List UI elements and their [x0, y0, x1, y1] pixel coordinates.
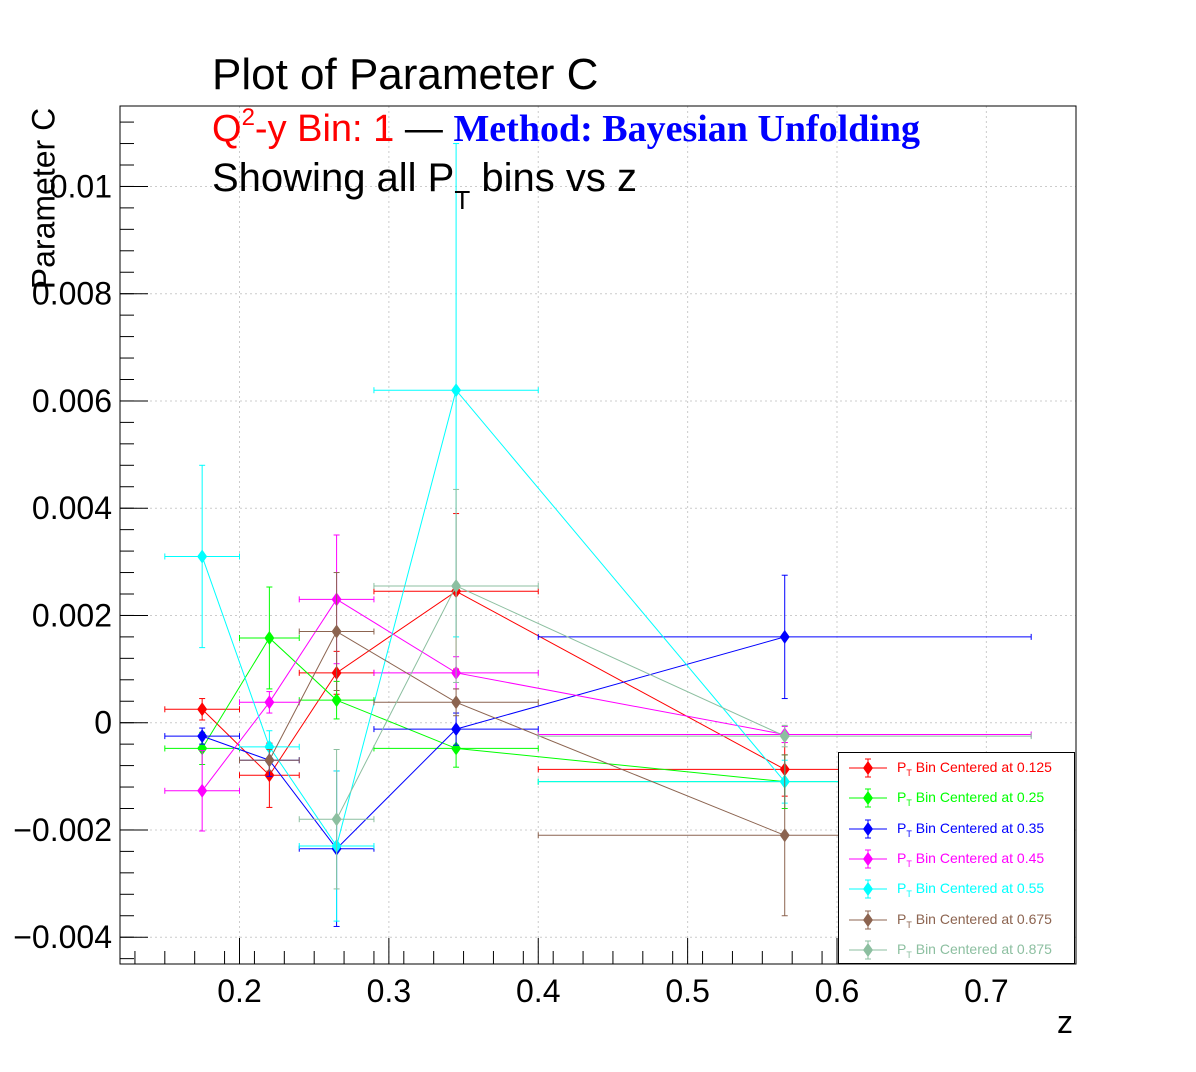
legend-marker: [849, 758, 887, 778]
legend-item: PT Bin Centered at 0.675: [839, 905, 1076, 935]
legend-label: PT Bin Centered at 0.875: [897, 940, 1052, 960]
legend-label: PT Bin Centered at 0.675: [897, 910, 1052, 930]
y-tick-label: 0.004: [32, 490, 112, 526]
series-6: [298, 488, 1032, 890]
y-tick-label: 0.008: [32, 276, 112, 312]
series-5: [239, 572, 1032, 917]
legend-label: PT Bin Centered at 0.45: [897, 849, 1045, 869]
legend-diamond: [863, 882, 873, 897]
series-layer: [164, 143, 1032, 927]
legend-marker: [849, 788, 887, 808]
data-point: [264, 753, 275, 768]
data-point: [451, 383, 462, 398]
data-point: [197, 702, 208, 717]
x-tick-label: 0.6: [815, 973, 859, 1009]
legend-marker: [849, 819, 887, 839]
legend-diamond: [863, 912, 873, 927]
data-point: [451, 695, 462, 710]
x-axis-label: z: [1057, 1004, 1073, 1040]
y-tick-label: −0.004: [13, 919, 112, 955]
series-line: [201, 636, 785, 850]
y-tick-label: 0.01: [50, 168, 112, 204]
legend-item: PT Bin Centered at 0.55: [839, 874, 1076, 904]
legend-diamond: [863, 851, 873, 866]
legend-item: PT Bin Centered at 0.45: [839, 844, 1076, 874]
chart-subtitle: Q2-y Bin: 1 — Method: Bayesian Unfolding: [212, 104, 920, 151]
legend: PT Bin Centered at 0.125 PT Bin Centered …: [838, 752, 1075, 964]
data-point: [331, 624, 342, 639]
data-point: [451, 578, 462, 593]
title-dash: —: [394, 108, 454, 150]
y-tick-label: 0.002: [32, 597, 112, 633]
q2y-label: Q2-y Bin: 1: [212, 104, 395, 150]
legend-label: PT Bin Centered at 0.35: [897, 819, 1045, 839]
x-tick-label: 0.5: [665, 973, 709, 1009]
data-point: [264, 739, 275, 754]
legend-diamond: [863, 761, 873, 775]
series-line: [268, 630, 785, 836]
data-point: [779, 729, 790, 744]
data-point: [779, 828, 790, 843]
legend-diamond: [863, 942, 873, 957]
x-tick-label: 0.2: [217, 973, 261, 1009]
x-tick-label: 0.4: [516, 973, 560, 1009]
legend-label: PT Bin Centered at 0.125: [897, 759, 1052, 778]
series-line: [201, 389, 786, 848]
data-point: [451, 722, 462, 737]
series-line: [201, 598, 785, 792]
legend-marker: [849, 940, 887, 960]
legend-marker: [849, 910, 887, 929]
axes: 0.2 0.3 0.4 0.5 0.6 0.7 −0.004 −0.002 0 0.002 0.00…: [13, 121, 1062, 1009]
y-axis-label: Parameter C: [25, 107, 62, 290]
data-point: [197, 741, 208, 756]
y-tick-label: 0.006: [32, 383, 112, 419]
chart-subtitle-2: Showing all PT bins vs z: [212, 156, 637, 215]
data-point: [197, 549, 208, 564]
legend-item: PT Bin Centered at 0.25: [839, 783, 1076, 813]
y-tick-label: 0: [94, 705, 112, 741]
chart-title: Plot of Parameter C: [212, 50, 599, 99]
legend-diamond: [863, 791, 873, 806]
x-tick-label: 0.7: [964, 973, 1008, 1009]
x-tick-label: 0.3: [367, 973, 411, 1009]
series-line: [201, 590, 785, 777]
legend-label: PT Bin Centered at 0.55: [897, 880, 1045, 900]
data-point: [197, 729, 208, 744]
plot-frame: [119, 105, 1077, 965]
y-tick-label: −0.002: [13, 812, 112, 848]
method-label: Method: Bayesian Unfolding: [453, 108, 921, 150]
legend-item: PT Bin Centered at 0.875: [839, 935, 1076, 965]
legend-marker: [849, 849, 887, 869]
data-point: [264, 630, 275, 645]
legend-marker: [849, 879, 887, 899]
legend-diamond: [863, 821, 873, 836]
data-point: [331, 812, 342, 827]
data-point: [779, 629, 790, 644]
data-point: [264, 695, 275, 710]
legend-item: PT Bin Centered at 0.35: [839, 814, 1076, 844]
legend-label: PT Bin Centered at 0.25: [897, 789, 1045, 809]
data-point: [197, 783, 208, 798]
legend-item: PT Bin Centered at 0.125: [839, 753, 1076, 783]
data-point: [331, 693, 342, 708]
